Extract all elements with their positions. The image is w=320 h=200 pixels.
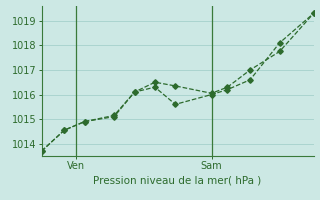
X-axis label: Pression niveau de la mer( hPa ): Pression niveau de la mer( hPa ): [93, 175, 262, 185]
